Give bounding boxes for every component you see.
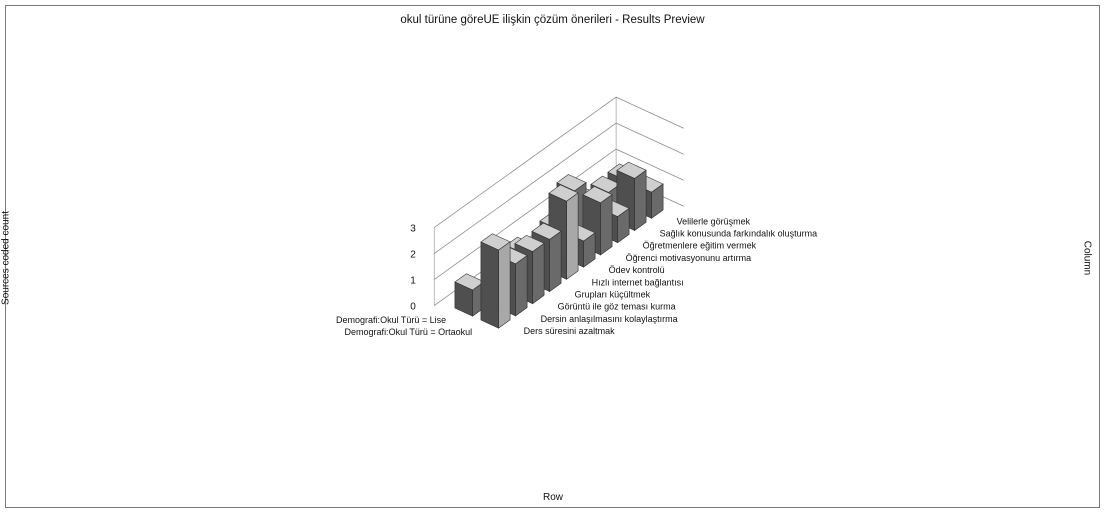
category-label: Velilerle görüşmek [677, 216, 751, 226]
bar-front [498, 241, 511, 329]
category-label: Öğrenci motivasyonunu artırma [626, 253, 752, 263]
bar [480, 233, 511, 329]
row-label: Demografi:Okul Türü = Ortaokul [345, 327, 473, 337]
category-label: Sağlık konusunda farkındalık oluşturma [660, 229, 818, 239]
y-tick-label: 0 [410, 302, 416, 313]
category-label: Öğretmenlere eğitim vermek [643, 241, 757, 251]
bar-front [634, 169, 647, 232]
x-axis-label: Row [542, 492, 564, 503]
bar-side [454, 281, 473, 317]
y-tick-label: 1 [410, 276, 416, 287]
bar-side [480, 241, 499, 329]
category-label: Görüntü ile göz teması kurma [558, 302, 676, 312]
bar-front [532, 242, 545, 305]
bar-front [566, 192, 579, 280]
bars [454, 161, 664, 329]
chart-labels: 0 1 2 3 Ders süresini azaltmak Dersin anlaşıl… [336, 216, 817, 337]
category-label: Hızlı internet bağlantısı [592, 277, 684, 287]
bar-front [515, 255, 528, 317]
category-label: Dersin anlaşılmasını kolaylaştırma [541, 314, 678, 324]
bar [454, 273, 485, 317]
row-label: Demografi:Okul Türü = Lise [336, 315, 446, 325]
bar-front [549, 230, 562, 293]
chart-title: okul türüne göreUE ilişkin çözüm önerile… [400, 14, 705, 26]
category-label: Ödev kontrolü [609, 265, 665, 275]
category-label: Ders süresini azaltmak [524, 326, 616, 336]
y-tick-label: 2 [410, 250, 416, 261]
bar-front [600, 194, 613, 256]
category-label: Grupları küçültmek [575, 290, 651, 300]
y-tick-label: 3 [410, 224, 416, 235]
